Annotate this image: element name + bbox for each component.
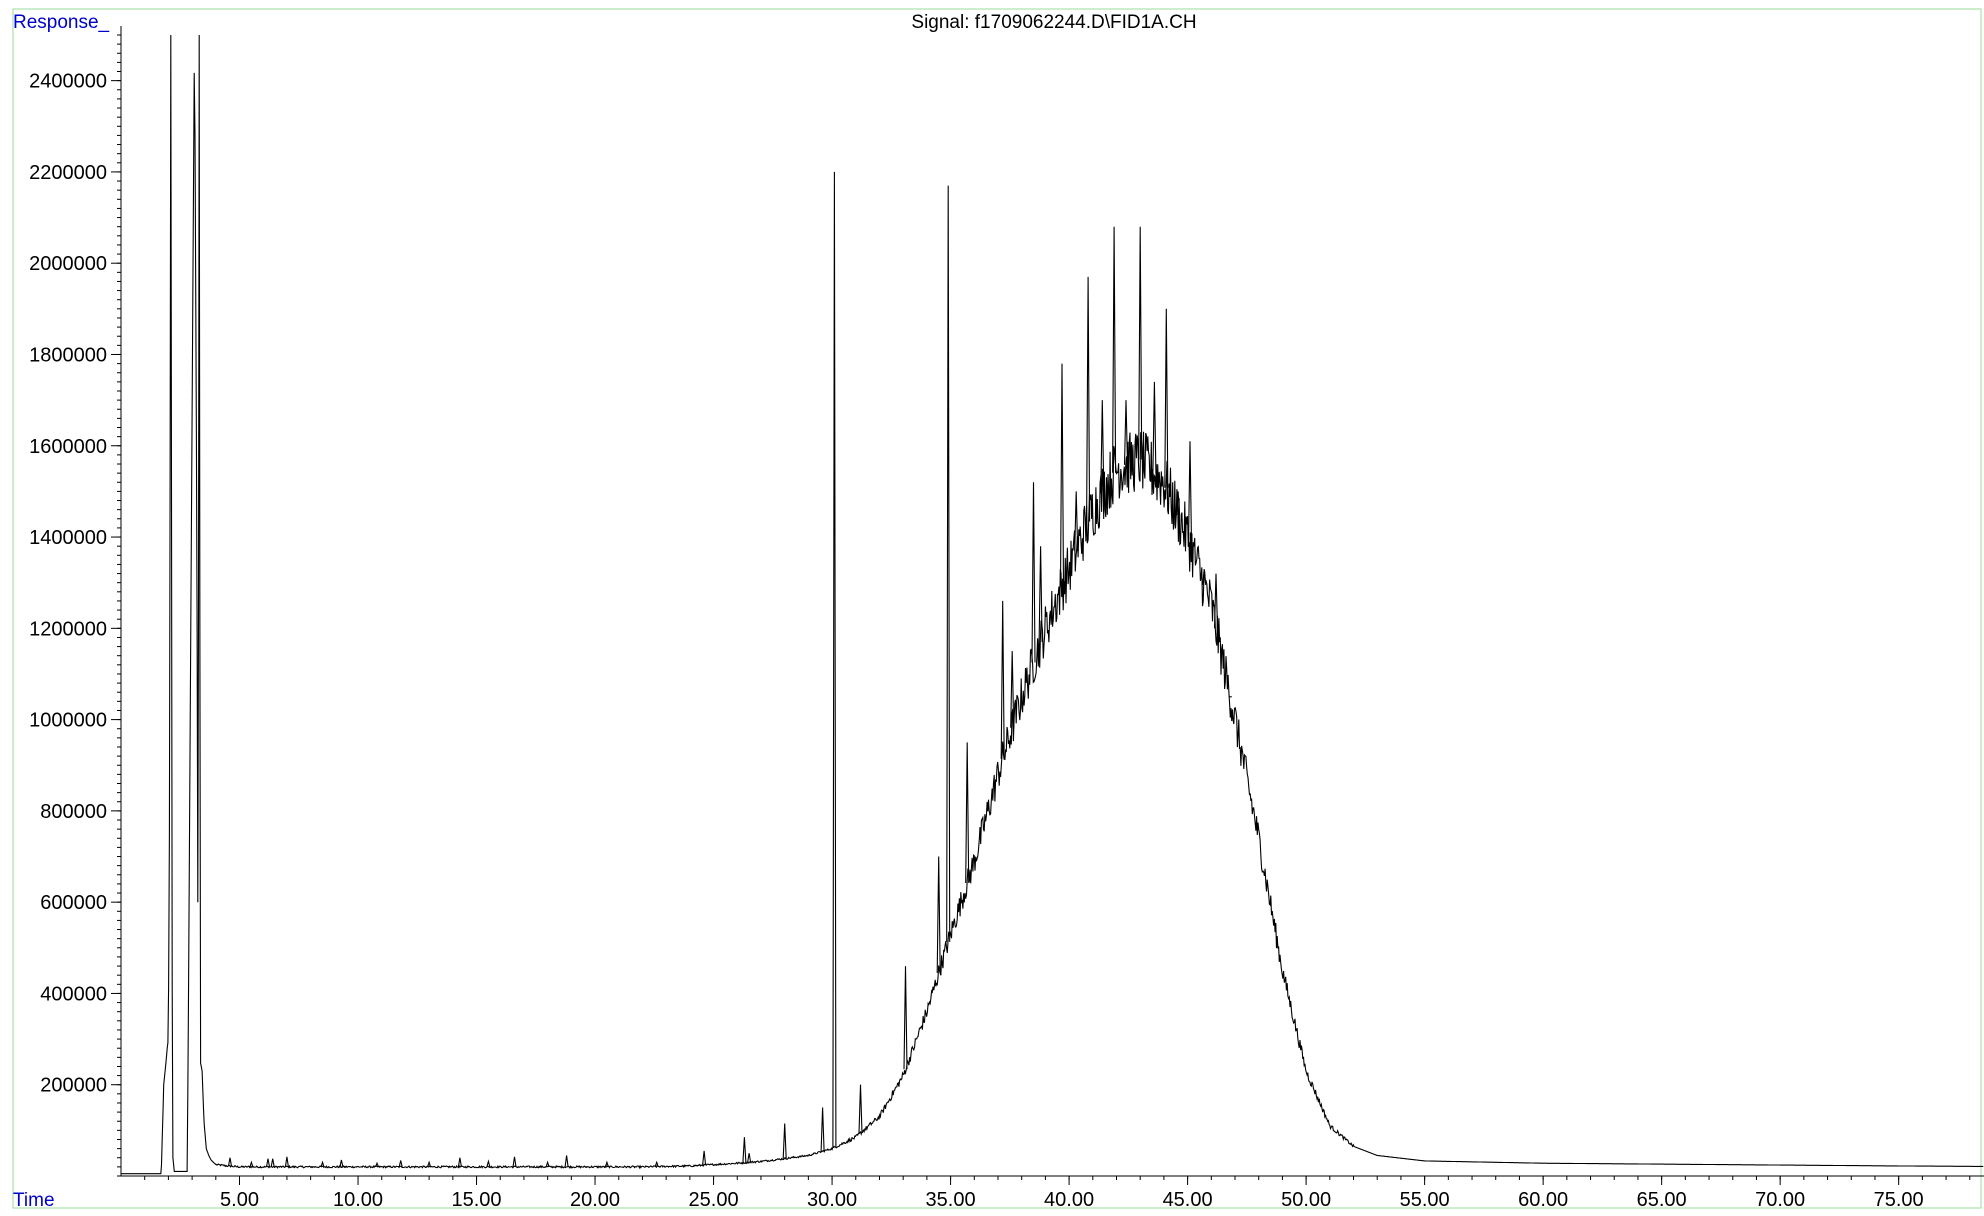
x-tick-label: 45.00 xyxy=(1163,1189,1213,1211)
signal-peak xyxy=(782,1123,787,1159)
signal-peak xyxy=(427,1160,432,1168)
x-tick-label: 60.00 xyxy=(1518,1189,1568,1211)
signal-peak xyxy=(965,742,970,884)
signal-peak xyxy=(1176,491,1181,516)
signal-peak xyxy=(1187,441,1193,544)
signal-peak xyxy=(320,1160,325,1168)
signal-peak xyxy=(903,966,908,1070)
signal-peak xyxy=(858,1084,863,1134)
signal-peak xyxy=(1074,491,1079,552)
y-tick-label: 1400000 xyxy=(29,527,107,549)
signal-peak xyxy=(265,1158,271,1167)
y-tick-label: 1200000 xyxy=(29,618,107,640)
x-tick-label: 40.00 xyxy=(1044,1189,1094,1211)
signal-peak xyxy=(512,1156,517,1167)
signal-peak xyxy=(1213,573,1219,629)
signal-peak xyxy=(374,1161,380,1168)
signal-peak xyxy=(820,1107,825,1152)
y-tick-label: 2400000 xyxy=(29,71,107,93)
signal-peak xyxy=(1000,600,1005,759)
signal-peak xyxy=(1202,568,1207,586)
signal-peak xyxy=(1138,226,1143,460)
signal-peak xyxy=(1123,400,1129,465)
y-tick-label: 600000 xyxy=(40,892,107,914)
x-tick-label: 15.00 xyxy=(452,1189,502,1211)
signal-peak xyxy=(742,1137,747,1163)
signal-peak xyxy=(747,1153,752,1163)
signal-peak xyxy=(1059,363,1065,587)
x-tick-label: 75.00 xyxy=(1874,1189,1924,1211)
signal-peak xyxy=(486,1159,491,1168)
x-tick-label: 25.00 xyxy=(689,1189,739,1211)
signal-peak xyxy=(936,856,941,973)
y-tick-label: 1600000 xyxy=(29,436,107,458)
x-tick-label: 55.00 xyxy=(1400,1189,1450,1211)
x-tick-label: 20.00 xyxy=(570,1189,620,1211)
signal-trace xyxy=(121,34,1984,1175)
signal-line xyxy=(121,34,1984,1175)
signal-peak xyxy=(702,1150,707,1166)
y-tick-label: 2000000 xyxy=(29,253,107,275)
y-tick-label: 400000 xyxy=(40,983,107,1005)
signal-title: Signal: f1709062244.D\FID1A.CH xyxy=(911,12,1196,33)
signal-peak xyxy=(654,1160,659,1167)
signal-peak xyxy=(270,1158,275,1167)
frame-border xyxy=(12,8,1982,1209)
response-axis-label: Response_ xyxy=(13,12,110,33)
signal-peak xyxy=(1164,308,1169,488)
y-tick-label: 1800000 xyxy=(29,344,107,366)
x-tick-label: 5.00 xyxy=(220,1189,259,1211)
signal-peak xyxy=(249,1160,254,1168)
y-tick-label: 200000 xyxy=(40,1075,107,1097)
y-axis-ticks: 200000 400000 600000 800000 1000000 1200000 14… xyxy=(29,34,121,1177)
signal-peak xyxy=(1086,276,1091,522)
x-tick-label: 35.00 xyxy=(926,1189,976,1211)
signal-peak xyxy=(339,1159,344,1168)
signal-peak xyxy=(604,1160,609,1168)
signal-peak xyxy=(1152,381,1157,474)
signal-peak xyxy=(1038,546,1043,643)
signal-peak xyxy=(1100,400,1105,494)
signal-peak xyxy=(457,1157,462,1167)
signal-peak xyxy=(545,1160,550,1168)
signal-peak xyxy=(564,1155,569,1167)
signal-peak xyxy=(227,1157,233,1167)
y-tick-label: 1000000 xyxy=(29,710,107,732)
time-axis-label: Time xyxy=(13,1190,55,1211)
signal-peak xyxy=(832,171,837,1148)
x-tick-label: 70.00 xyxy=(1755,1189,1805,1211)
x-axis-ticks: 5.00 10.00 15.00 20.00 25.00 30.00 35.00 40.00 4… xyxy=(144,1176,1971,1211)
signal-peak xyxy=(946,185,951,942)
y-tick-label: 800000 xyxy=(40,801,107,823)
signal-peak xyxy=(398,1160,403,1168)
x-tick-label: 30.00 xyxy=(807,1189,857,1211)
x-tick-label: 50.00 xyxy=(1281,1189,1331,1211)
y-tick-label: 2200000 xyxy=(29,162,107,184)
signal-peak xyxy=(1112,226,1117,473)
signal-peak xyxy=(284,1156,289,1167)
x-tick-label: 10.00 xyxy=(333,1189,383,1211)
signal-peak xyxy=(1031,482,1036,663)
signal-peak xyxy=(1010,651,1015,728)
x-tick-label: 65.00 xyxy=(1637,1189,1687,1211)
